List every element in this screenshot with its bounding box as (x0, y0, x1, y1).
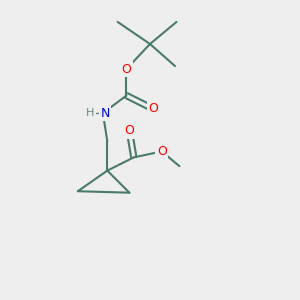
Text: O: O (157, 145, 167, 158)
Text: N: N (100, 107, 110, 120)
Text: H: H (86, 108, 95, 118)
Text: O: O (148, 102, 158, 115)
Text: O: O (122, 62, 131, 76)
Text: O: O (124, 124, 134, 137)
